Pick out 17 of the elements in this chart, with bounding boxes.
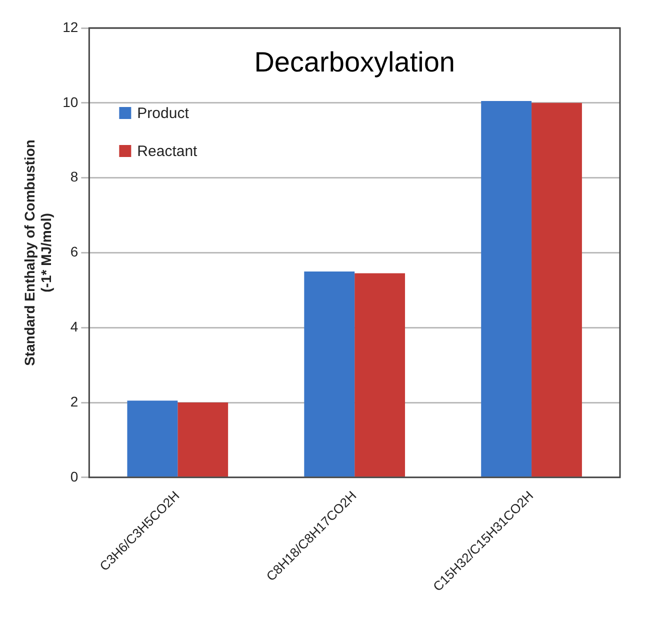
y-tick-label: 6 (70, 244, 78, 260)
bar (532, 102, 582, 477)
bar (178, 402, 228, 477)
legend-label: Reactant (137, 143, 198, 160)
bar (481, 101, 532, 477)
bar (127, 400, 178, 477)
y-tick-label: 0 (70, 468, 78, 484)
bar (304, 271, 355, 477)
y-tick-label: 2 (70, 393, 78, 410)
legend-label: Product (137, 105, 190, 122)
bar (354, 273, 406, 477)
text: Decarboxylation (254, 46, 455, 78)
y-tick-label: 10 (62, 94, 78, 110)
y-tick-label: 12 (62, 18, 78, 35)
y-tick-label: 8 (70, 168, 78, 185)
y-axis-title: Standard Enthalpy of Combustion (-1* MJ/mol) (21, 140, 54, 366)
y-tick-label: 4 (70, 318, 78, 334)
